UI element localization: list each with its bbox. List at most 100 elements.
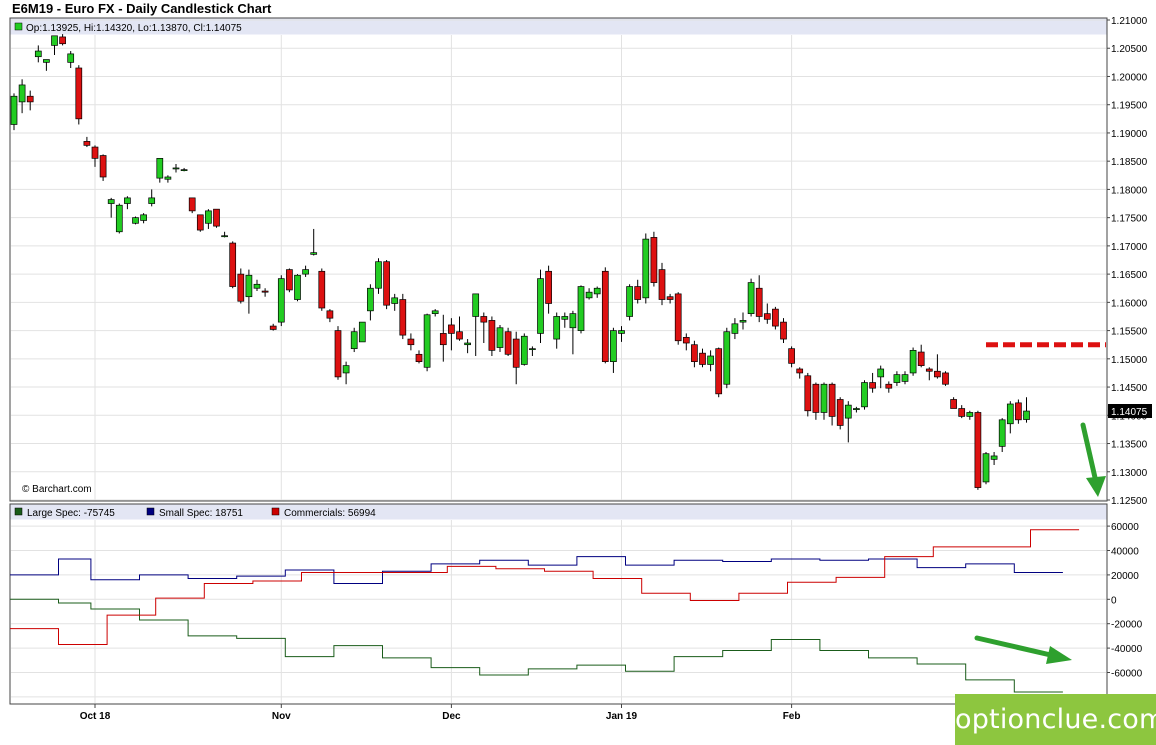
candle-body	[504, 331, 512, 355]
candle-body	[342, 365, 350, 374]
candle-body	[545, 270, 552, 304]
x-tick-label: Nov	[272, 711, 291, 722]
x-tick-label: Oct 18	[80, 711, 111, 722]
candle-body	[350, 331, 358, 350]
candle-body	[383, 261, 390, 306]
candle-body	[99, 155, 107, 178]
candle-body	[601, 270, 609, 362]
candle-body	[674, 293, 682, 342]
candle-body	[731, 323, 739, 334]
price-tick-label: 1.20000	[1111, 72, 1148, 83]
candle-body	[642, 238, 650, 299]
candle-body	[982, 453, 990, 483]
candle-body	[934, 370, 941, 378]
candle-body	[529, 348, 536, 351]
price-tick-label: 1.14500	[1111, 383, 1148, 394]
candle-body	[26, 95, 34, 103]
candle-body	[326, 310, 334, 319]
price-tick-label: 1.19500	[1111, 101, 1148, 112]
cot-legend: Large Spec: -75745 Small Spec: 18751 Comme…	[14, 507, 376, 519]
price-tick-label: 1.21000	[1111, 16, 1148, 27]
cot-tick-label: -20000	[1111, 620, 1143, 631]
candle-body	[115, 204, 123, 233]
candle-body	[245, 274, 253, 298]
candle-body	[237, 273, 245, 302]
candle-body	[196, 214, 204, 231]
x-tick-label: Jan 19	[606, 711, 638, 722]
last-price-label: 1.14075	[1111, 407, 1148, 418]
price-tick-label: 1.13500	[1111, 440, 1148, 451]
price-tick-label: 1.12500	[1111, 496, 1148, 507]
candle-body	[67, 53, 75, 63]
price-tick-label: 1.16000	[1111, 298, 1148, 309]
x-tick-label: Dec	[442, 711, 461, 722]
candles	[10, 34, 1030, 490]
candle-body	[1023, 410, 1030, 420]
candle-body	[925, 368, 933, 372]
candle-body	[512, 338, 520, 368]
price-tick-label: 1.20500	[1111, 44, 1148, 55]
cot-lines	[10, 529, 1080, 693]
candle-body	[269, 325, 277, 330]
candle-body	[861, 382, 868, 408]
down-arrow-price	[1080, 422, 1106, 497]
cot-series-line	[10, 529, 1080, 645]
price-tick-label: 1.13000	[1111, 468, 1148, 479]
candle-body	[188, 197, 196, 212]
candle-body	[448, 324, 455, 334]
candle-body	[553, 316, 561, 340]
legend-label: Large Spec: -75745	[27, 508, 115, 519]
candle-body	[723, 331, 731, 385]
candle-body	[998, 419, 1006, 447]
candle-body	[958, 408, 966, 417]
cot-tick-label: -40000	[1111, 644, 1143, 655]
candle-body	[488, 320, 496, 351]
candle-body	[942, 372, 949, 385]
candle-body	[496, 327, 504, 348]
ohlc-swatch	[14, 22, 23, 31]
candle-body	[917, 351, 925, 366]
last-price-badge	[1108, 404, 1152, 418]
candle-body	[391, 297, 399, 304]
candle-body	[107, 199, 115, 204]
price-tick-label: 1.16500	[1111, 270, 1148, 281]
candle-body	[804, 375, 812, 412]
price-grid	[11, 19, 1106, 501]
candle-body	[885, 383, 893, 389]
candle-body	[666, 296, 674, 300]
candle-body	[213, 208, 220, 227]
candle-body	[18, 84, 26, 103]
x-tick-label: Feb	[783, 711, 801, 722]
candle-body	[358, 321, 366, 343]
candle-body	[415, 353, 423, 362]
legend-label: Small Spec: 18751	[159, 508, 243, 519]
candle-body	[205, 210, 212, 224]
candle-body	[820, 383, 828, 413]
cot-tick-label: 60000	[1111, 522, 1139, 533]
candle-body	[812, 383, 820, 413]
candle-body	[294, 274, 301, 300]
candle-body	[423, 314, 431, 368]
candle-body	[456, 331, 463, 340]
candle-body	[650, 237, 658, 283]
candle-body	[520, 335, 528, 365]
candle-body	[472, 293, 480, 317]
candle-body	[893, 374, 901, 383]
candle-body	[966, 412, 974, 417]
candle-body	[715, 348, 723, 395]
candle-body	[10, 95, 18, 125]
candle-body	[707, 355, 714, 365]
price-tick-label: 1.18500	[1111, 157, 1148, 168]
down-arrow-cot	[974, 635, 1072, 664]
candle-body	[375, 261, 382, 289]
candle-body	[286, 269, 293, 291]
candle-body	[634, 286, 642, 300]
candle-body	[747, 282, 755, 314]
legend-swatch	[14, 507, 23, 516]
candle-body	[844, 404, 852, 419]
price-tick-label: 1.17500	[1111, 214, 1148, 225]
cot-tick-label: 20000	[1111, 571, 1139, 582]
candle-body	[399, 299, 407, 336]
candle-body	[34, 50, 42, 58]
